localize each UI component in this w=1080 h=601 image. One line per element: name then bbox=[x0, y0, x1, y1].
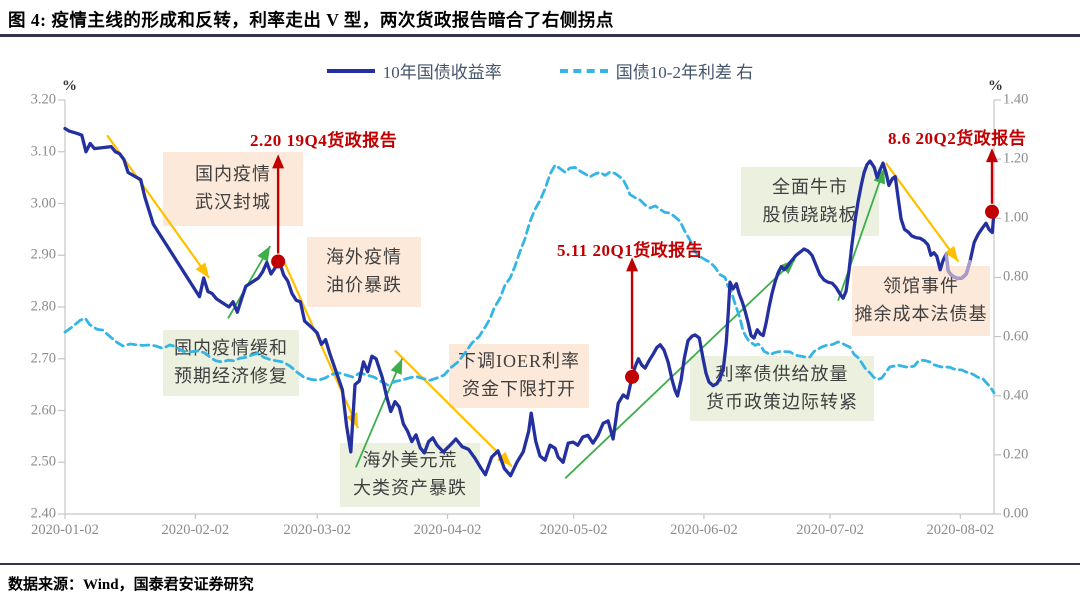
annotation-text: 武汉封城 bbox=[195, 192, 271, 212]
x-axis-tick-label: 2020-06-02 bbox=[670, 522, 738, 538]
right-axis-tick-label: 1.40 bbox=[1003, 91, 1029, 108]
left-axis-tick-label: 2.90 bbox=[30, 246, 56, 263]
annotation-box: 全面牛市 股债跷跷板 bbox=[741, 167, 879, 236]
right-axis-tick-label: 0.80 bbox=[1003, 268, 1029, 285]
annotation-text: 大类资产暴跌 bbox=[353, 478, 467, 498]
figure-footer: 数据来源：Wind，国泰君安证券研究 bbox=[0, 563, 1080, 593]
annotation-text: 海外美元荒 bbox=[362, 450, 458, 471]
left-axis-unit: % bbox=[62, 78, 77, 94]
event-dot bbox=[625, 369, 640, 384]
annotation-text: 预期经济修复 bbox=[174, 366, 288, 386]
x-axis-tick-label: 2020-01-02 bbox=[31, 522, 99, 538]
x-axis-tick-label: 2020-08-02 bbox=[926, 522, 995, 538]
trend-arrow-green bbox=[227, 245, 271, 319]
annotation-text: 货币政策边际转紧 bbox=[706, 391, 858, 412]
x-axis-tick-label: 2020-07-02 bbox=[796, 522, 864, 538]
arrowhead bbox=[496, 451, 512, 467]
annotation-text: 股债跷跷板 bbox=[762, 204, 858, 225]
arrowhead bbox=[346, 411, 358, 429]
arrowhead bbox=[944, 245, 959, 262]
annotation-text: 油价暴跌 bbox=[326, 275, 402, 295]
event-arrowhead bbox=[986, 148, 998, 163]
trend-line bbox=[227, 245, 271, 319]
event-label: 8.6 20Q2货政报告 bbox=[888, 129, 1027, 148]
right-axis-tick-label: 0.40 bbox=[1003, 387, 1029, 404]
event-marker bbox=[985, 148, 999, 219]
annotation-box: 国内疫情 武汉封城 bbox=[163, 152, 303, 226]
event-dot bbox=[985, 204, 999, 219]
event-marker bbox=[625, 257, 640, 384]
annotation-box: 海外疫情 油价暴跌 bbox=[307, 237, 421, 307]
legend-dashed-line-swatch bbox=[559, 68, 608, 73]
legend-label-spread: 国债10-2年利差 右 bbox=[615, 63, 754, 82]
annotation-text: 利率债供给放量 bbox=[715, 363, 849, 384]
x-axis-tick-label: 2020-03-02 bbox=[283, 522, 352, 538]
trend-arrow-yellow bbox=[885, 162, 960, 263]
annotation-text: 海外疫情 bbox=[326, 247, 402, 268]
annotation-text: 资金下限打开 bbox=[462, 379, 576, 399]
left-axis-tick-label: 2.40 bbox=[30, 505, 56, 522]
trend-line bbox=[885, 162, 960, 263]
arrowhead bbox=[257, 245, 271, 262]
left-axis-tick-label: 2.70 bbox=[30, 350, 56, 367]
left-axis-tick-label: 2.80 bbox=[30, 298, 56, 315]
right-axis-unit: % bbox=[988, 78, 1003, 94]
annotation-text: 全面牛市 bbox=[772, 176, 848, 197]
annotation-text: 摊余成本法债基 bbox=[854, 304, 988, 324]
left-axis-tick-label: 3.00 bbox=[30, 195, 56, 211]
legend-label-yield: 10年国债收益率 bbox=[382, 63, 502, 82]
annotation-box: 海外美元荒大类资产暴跌 bbox=[340, 443, 480, 507]
legend-solid-line-swatch bbox=[326, 68, 375, 73]
figure-title: 图 4: 疫情主线的形成和反转，利率走出 V 型，两次货政报告暗合了右侧拐点 bbox=[8, 10, 614, 30]
event-dot bbox=[271, 254, 286, 269]
right-axis-tick-label: 1.20 bbox=[1003, 150, 1029, 167]
left-axis-tick-label: 3.10 bbox=[30, 143, 56, 160]
annotation-text: 国内疫情 bbox=[195, 164, 271, 185]
x-axis-tick-label: 2020-02-02 bbox=[161, 522, 230, 538]
right-axis-tick-label: 1.00 bbox=[1003, 209, 1029, 226]
annotation-text: 下调IOER利率 bbox=[458, 351, 580, 372]
x-axis-tick-label: 2020-05-02 bbox=[539, 522, 608, 538]
event-label: 5.11 20Q1货政报告 bbox=[557, 241, 704, 260]
annotation-box: 利率债供给放量 货币政策边际转紧 bbox=[690, 356, 874, 421]
annotation-box: 下调IOER利率 资金下限打开 bbox=[449, 344, 589, 408]
x-axis-tick-label: 2020-04-02 bbox=[413, 522, 482, 538]
right-axis-tick-label: 0.00 bbox=[1003, 505, 1029, 522]
arrowhead bbox=[195, 262, 210, 279]
annotation-text: 领馆事件 bbox=[883, 276, 959, 297]
chart-legend: 10年国债收益率 国债10-2年利差 右 bbox=[0, 58, 1080, 83]
annotation-text: 国内疫情缓和 bbox=[174, 338, 288, 359]
event-label: 2.20 19Q4货政报告 bbox=[250, 131, 398, 150]
legend-item-yield: 10年国债收益率 bbox=[326, 58, 502, 83]
annotation-box: 国内疫情缓和 预期经济修复 bbox=[163, 330, 299, 396]
left-axis-tick-label: 2.50 bbox=[30, 453, 56, 470]
arrowhead bbox=[780, 259, 796, 275]
right-axis-tick-label: 0.20 bbox=[1003, 446, 1029, 463]
left-axis-tick-label: 3.20 bbox=[30, 91, 56, 108]
legend-item-spread: 国债10-2年利差 右 bbox=[559, 58, 754, 83]
data-source: 数据来源：Wind，国泰君安证券研究 bbox=[8, 577, 254, 593]
figure-header: 图 4: 疫情主线的形成和反转，利率走出 V 型，两次货政报告暗合了右侧拐点 bbox=[0, 0, 1080, 37]
left-axis-tick-label: 2.60 bbox=[30, 402, 56, 418]
annotation-box: 领馆事件摊余成本法债基 bbox=[852, 266, 990, 336]
arrowhead bbox=[390, 358, 403, 375]
right-axis-tick-label: 0.60 bbox=[1003, 328, 1029, 345]
